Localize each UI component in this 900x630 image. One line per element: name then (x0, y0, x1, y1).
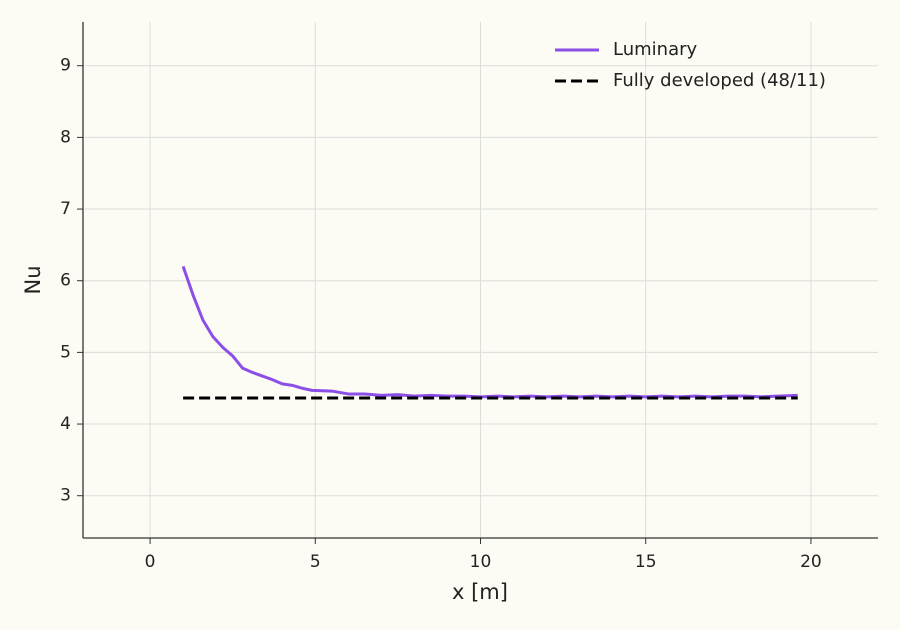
x-tick-label: 20 (800, 552, 822, 572)
legend-label: Fully developed (48/11) (613, 70, 826, 91)
x-tick-label: 5 (310, 552, 321, 572)
y-axis-label: Nu (21, 265, 45, 294)
x-tick-label: 15 (635, 552, 657, 572)
y-tick-label: 5 (60, 342, 71, 362)
line-series (181, 265, 798, 399)
y-tick-label: 3 (60, 486, 71, 506)
y-tick-label: 8 (60, 127, 71, 147)
x-axis-label: x [m] (452, 580, 508, 604)
y-tick-label: 4 (60, 414, 71, 434)
y-tick-label: 7 (60, 199, 71, 219)
legend-label: Luminary (613, 39, 697, 60)
x-tick-label: 10 (470, 552, 492, 572)
y-tick-label: 9 (60, 56, 71, 76)
x-tick-label: 0 (145, 552, 156, 572)
y-tick-label: 6 (60, 271, 71, 291)
